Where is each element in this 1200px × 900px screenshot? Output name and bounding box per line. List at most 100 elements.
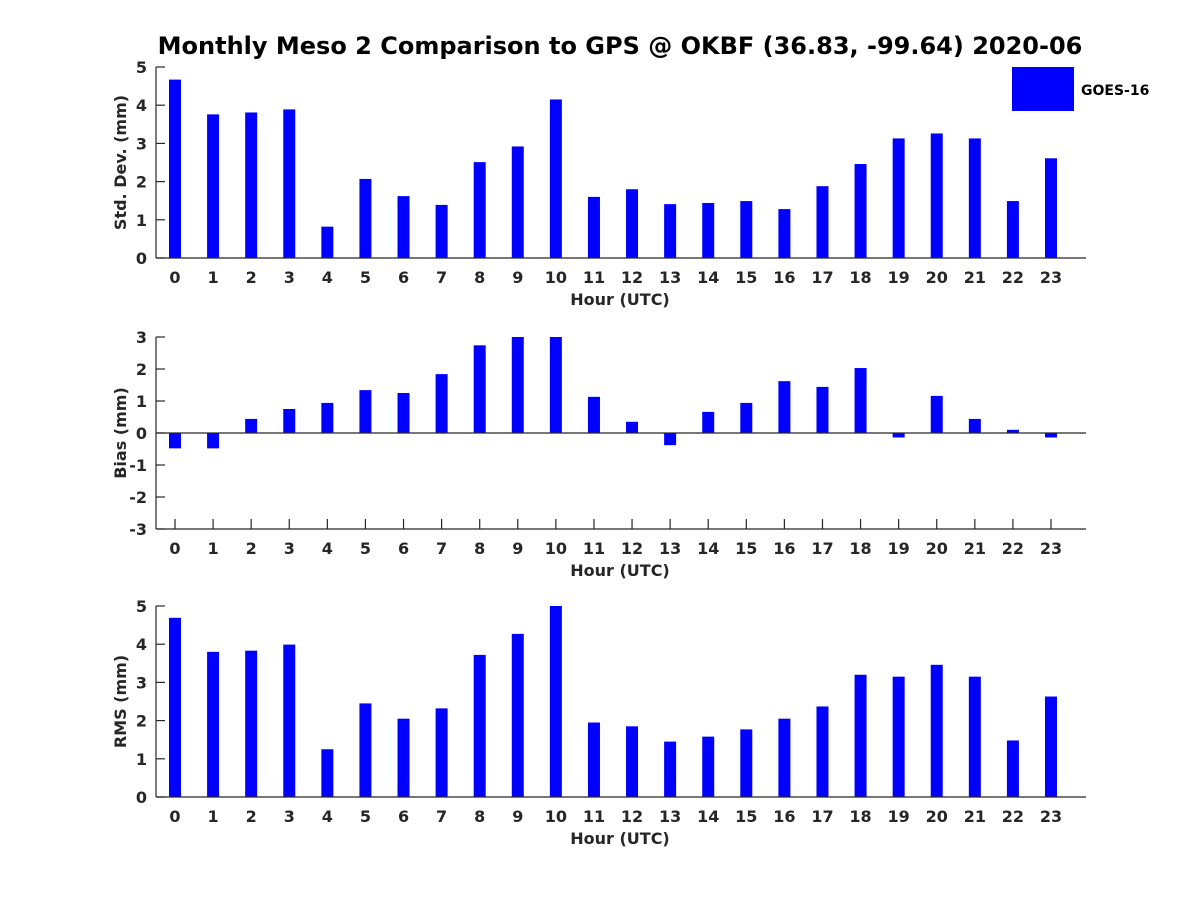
x-tick-label: 3 [284,807,295,826]
y-tick-label: 2 [136,360,147,379]
x-tick-label: 9 [512,807,523,826]
chart-title: Monthly Meso 2 Comparison to GPS @ OKBF … [158,32,1083,60]
x-tick-label: 0 [169,539,180,558]
y-tick-label: 2 [136,712,147,731]
x-tick-label: 10 [545,539,567,558]
bar-rms-hour-19 [892,676,905,797]
x-tick-label: 19 [888,807,910,826]
bar-std-dev-hour-21 [968,138,981,258]
x-tick-label: 11 [583,807,605,826]
y-axis-label: RMS (mm) [111,655,130,748]
bar-std-dev-hour-6 [397,196,410,258]
x-tick-label: 9 [512,539,523,558]
x-tick-label: 4 [322,807,333,826]
x-tick-label: 4 [322,268,333,287]
x-tick-label: 2 [246,539,257,558]
y-tick-label: 3 [136,134,147,153]
bar-bias-hour-4 [321,402,334,433]
bar-bias-hour-1 [207,433,220,449]
bar-std-dev-hour-23 [1045,158,1057,258]
x-tick-label: 16 [773,807,795,826]
x-tick-label: 17 [811,807,833,826]
bar-std-dev-hour-0 [169,79,181,258]
bar-rms-hour-0 [169,617,181,797]
y-tick-label: 5 [136,597,147,616]
x-tick-label: 8 [474,807,485,826]
bar-rms-hour-10 [549,606,562,797]
x-tick-label: 12 [621,268,643,287]
bar-rms-hour-8 [473,654,486,797]
bar-rms-hour-3 [283,644,296,797]
bar-bias-hour-12 [626,421,639,433]
bar-std-dev-hour-8 [473,162,486,258]
x-tick-label: 20 [926,268,948,287]
x-tick-label: 22 [1002,268,1024,287]
bar-std-dev-hour-17 [816,186,829,258]
x-tick-label: 16 [773,539,795,558]
x-tick-label: 7 [436,807,447,826]
x-tick-label: 6 [398,807,409,826]
bar-std-dev-hour-14 [702,202,715,258]
bar-std-dev-hour-10 [549,99,562,258]
x-tick-label: 8 [474,539,485,558]
y-tick-label: 0 [136,788,147,807]
bar-bias-hour-23 [1045,433,1057,438]
y-tick-label: 0 [136,424,147,443]
x-tick-label: 2 [246,807,257,826]
y-tick-label: 5 [136,58,147,77]
bar-rms-hour-7 [435,708,448,797]
bar-bias-hour-16 [778,381,791,433]
x-tick-label: 23 [1040,807,1062,826]
x-tick-label: 8 [474,268,485,287]
x-tick-label: 11 [583,539,605,558]
x-axis-label: Hour (UTC) [570,561,670,580]
bar-std-dev-hour-2 [245,112,258,259]
bar-rms-hour-23 [1045,696,1057,797]
x-tick-label: 3 [284,539,295,558]
bar-rms-hour-13 [664,741,677,797]
bar-rms-hour-17 [816,706,829,797]
x-tick-label: 1 [208,807,219,826]
bar-std-dev-hour-12 [626,189,639,258]
x-tick-label: 23 [1040,539,1062,558]
x-tick-label: 10 [545,268,567,287]
x-tick-label: 18 [849,539,871,558]
y-tick-label: 1 [136,211,147,230]
x-tick-label: 5 [360,268,371,287]
bar-bias-hour-9 [511,337,524,433]
x-tick-label: 16 [773,268,795,287]
x-tick-label: 11 [583,268,605,287]
y-tick-label: 1 [136,392,147,411]
x-tick-label: 19 [888,268,910,287]
x-tick-label: 5 [360,807,371,826]
x-tick-label: 6 [398,539,409,558]
x-tick-label: 13 [659,539,681,558]
bar-std-dev-hour-16 [778,209,791,258]
bar-std-dev-hour-19 [892,138,905,258]
y-axis-label: Std. Dev. (mm) [111,95,130,230]
x-tick-label: 12 [621,807,643,826]
x-tick-label: 15 [735,539,757,558]
bar-rms-hour-22 [1006,740,1019,797]
x-tick-label: 22 [1002,807,1024,826]
x-tick-label: 13 [659,807,681,826]
bar-rms-hour-15 [740,729,753,797]
bar-rms-hour-18 [854,674,867,797]
y-tick-label: 4 [136,635,147,654]
x-axis-label: Hour (UTC) [570,290,670,309]
x-tick-label: 15 [735,268,757,287]
bar-std-dev-hour-7 [435,204,448,258]
bar-rms-hour-21 [968,676,981,797]
legend: GOES-16 [1012,67,1149,111]
x-tick-label: 0 [169,807,180,826]
x-tick-label: 21 [964,807,986,826]
x-tick-label: 5 [360,539,371,558]
bar-rms-hour-20 [930,664,943,797]
x-tick-label: 10 [545,807,567,826]
x-tick-label: 17 [811,539,833,558]
y-tick-label: 4 [136,96,147,115]
bar-rms-hour-6 [397,718,410,797]
bar-rms-hour-2 [245,650,258,797]
x-tick-label: 14 [697,268,719,287]
